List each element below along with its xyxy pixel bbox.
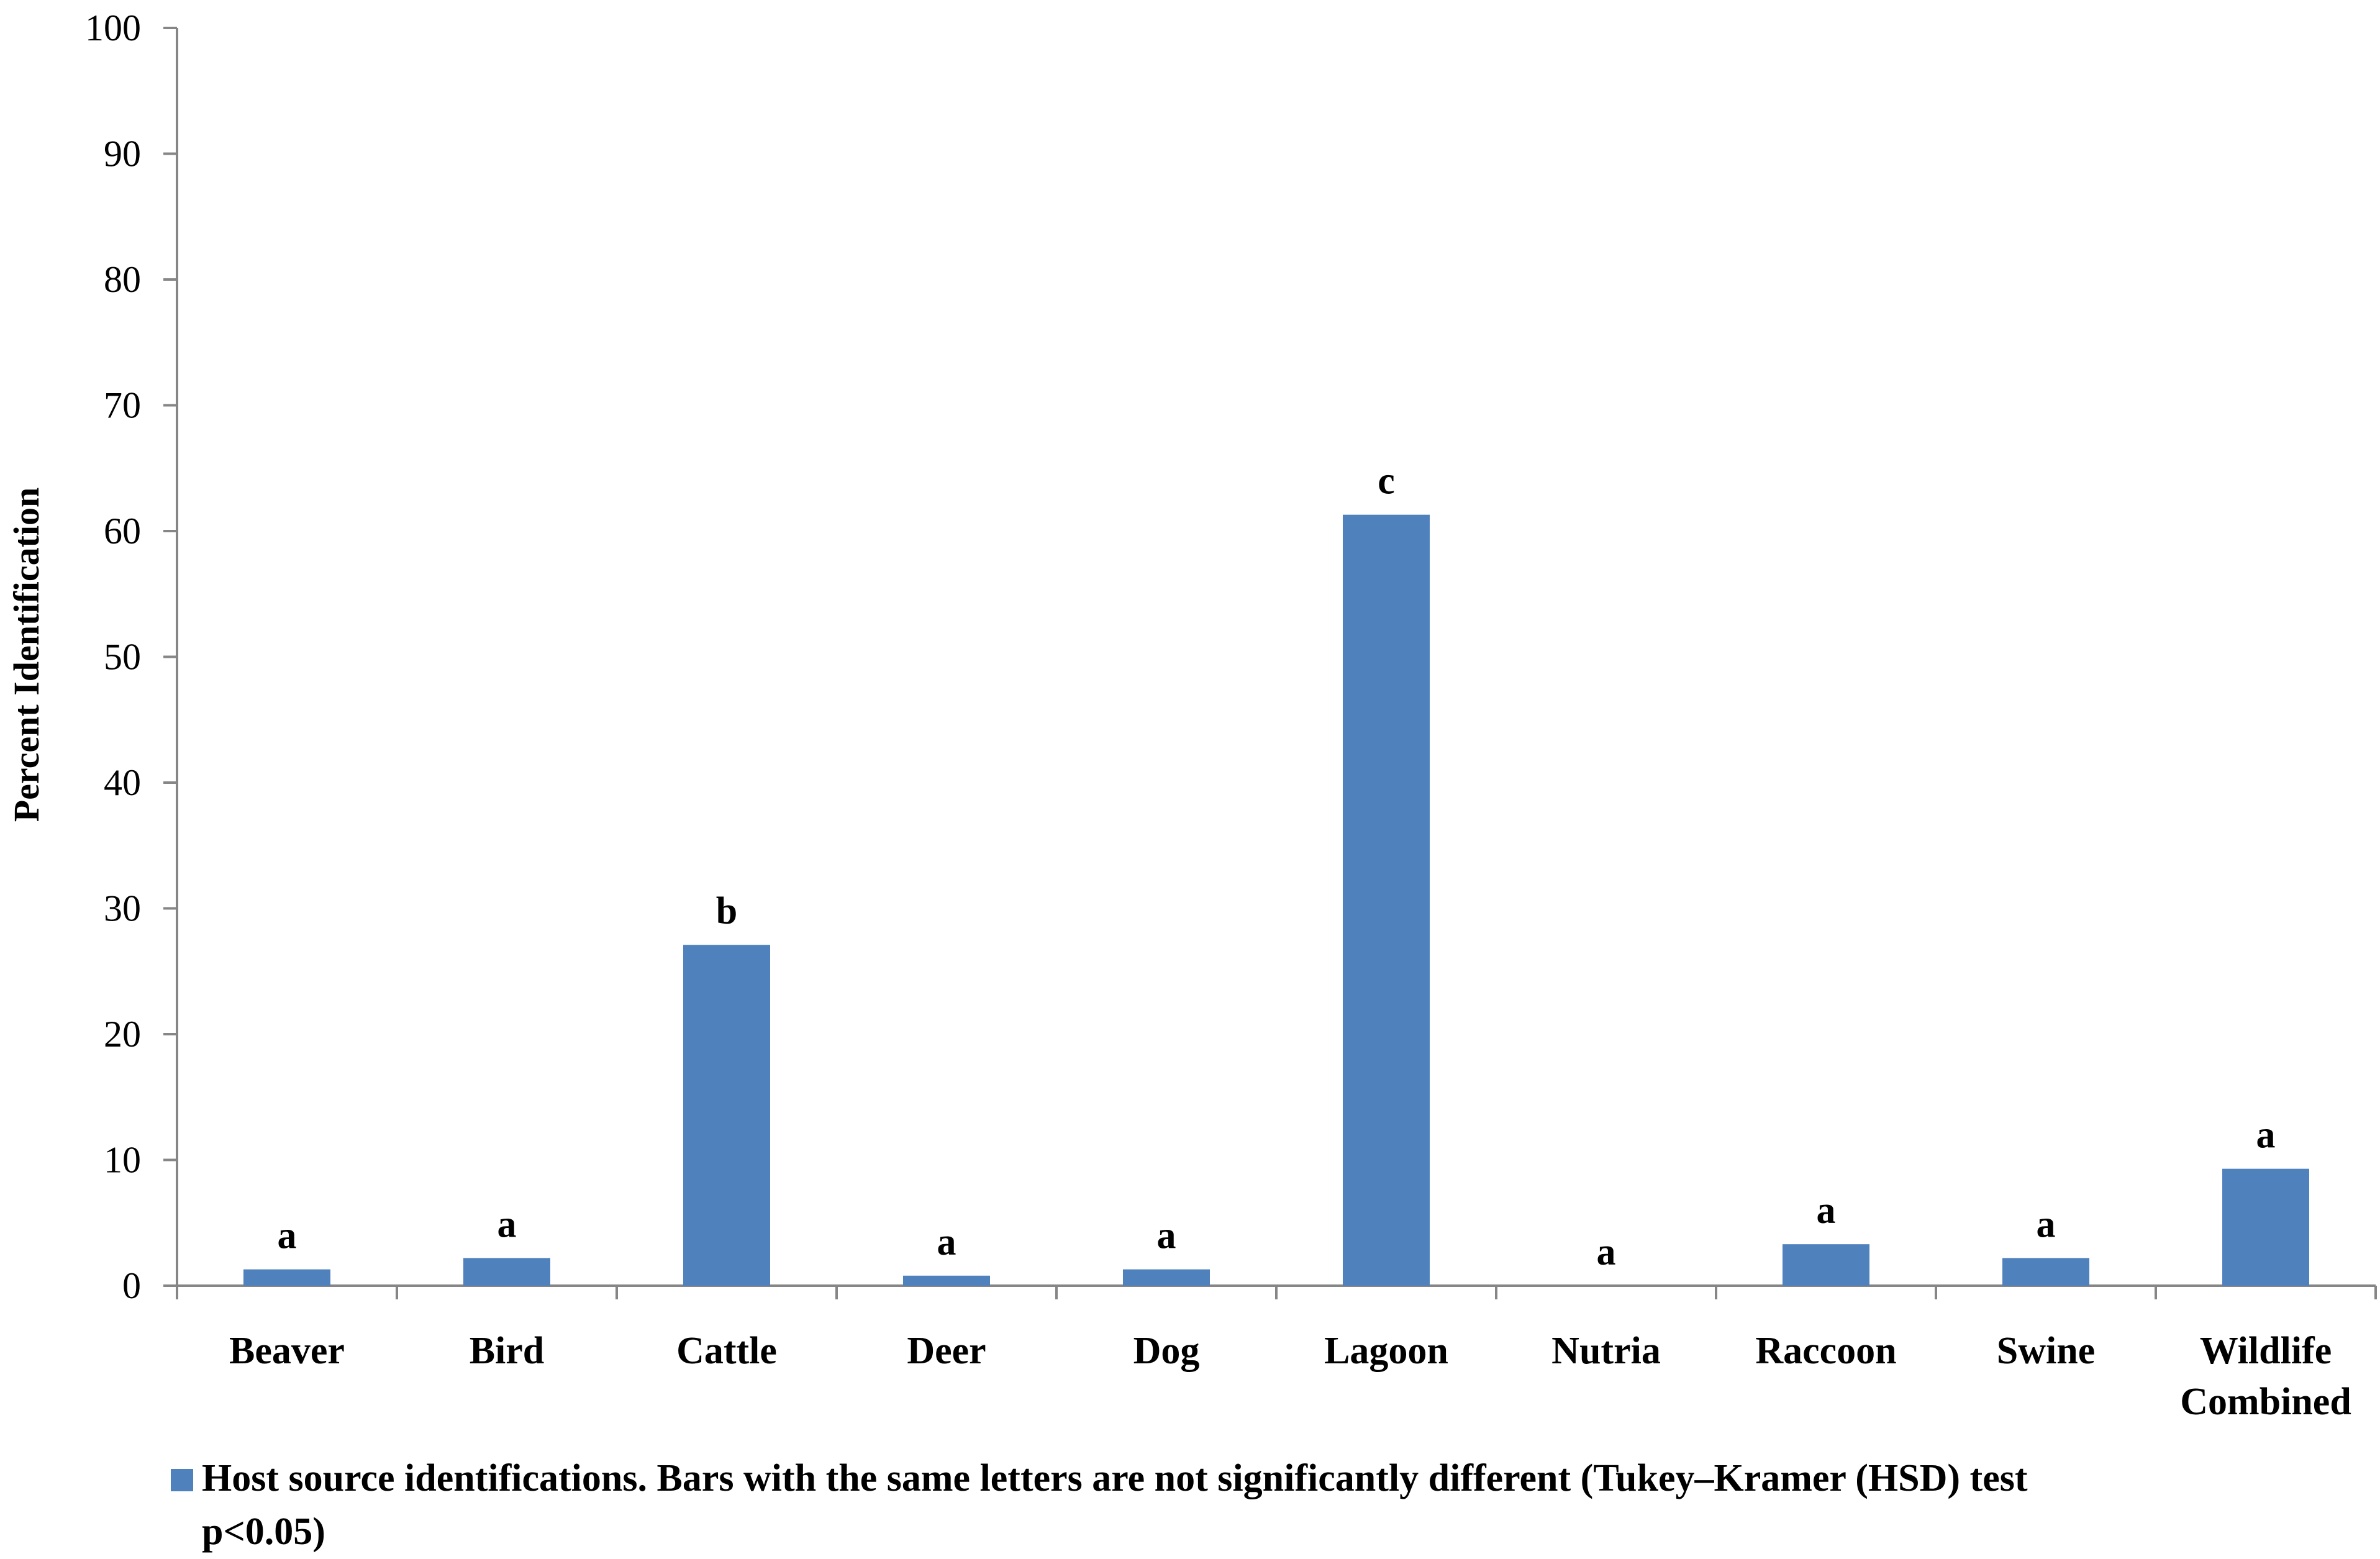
y-tick-label: 50: [104, 637, 141, 678]
y-tick-label: 0: [122, 1265, 141, 1306]
y-tick-label: 100: [85, 7, 141, 48]
bar: [1123, 1269, 1210, 1286]
significance-letter: a: [1597, 1231, 1616, 1273]
y-tick-label: 80: [104, 259, 141, 300]
significance-letter: b: [716, 890, 737, 932]
y-axis-title: Percent Identification: [6, 488, 47, 822]
bar: [1343, 514, 1430, 1286]
x-tick-label: Raccoon: [1755, 1330, 1896, 1372]
y-tick-label: 30: [104, 888, 141, 929]
bar: [903, 1275, 990, 1286]
x-tick-label: Wildlife Combined: [2180, 1330, 2351, 1423]
bar: [683, 945, 770, 1286]
x-tick-label: Cattle: [676, 1330, 777, 1372]
y-tick-label: 60: [104, 511, 141, 552]
significance-letter: a: [1817, 1189, 1836, 1232]
x-tick-label: Swine: [1997, 1330, 2095, 1372]
y-tick-label: 20: [104, 1014, 141, 1055]
bar: [2222, 1168, 2309, 1286]
legend-swatch: [171, 1469, 193, 1491]
bars: [243, 514, 2309, 1286]
significance-letter: a: [497, 1203, 517, 1245]
x-tick-label: Dog: [1133, 1330, 1200, 1372]
significance-letter: a: [937, 1221, 956, 1263]
legend: Host source identifications. Bars with t…: [171, 1457, 2028, 1553]
significance-letter: a: [278, 1215, 297, 1257]
bar: [463, 1258, 550, 1286]
x-tick-label: Beaver: [229, 1330, 345, 1372]
y-tick-label: 90: [104, 134, 141, 175]
x-tick-label: Deer: [907, 1330, 986, 1372]
x-tick-label: Nutria: [1551, 1330, 1661, 1372]
labels: a Beaver a Bird b Cattle a Deer a Dog c Lagoon a Nutr…: [229, 460, 2351, 1423]
axes: 0 10 20 30 40 50 60 70 80 90 100: [85, 7, 2377, 1306]
x-tick-label: Lagoon: [1324, 1330, 1448, 1372]
significance-letter: a: [1157, 1215, 1176, 1257]
bar: [1783, 1244, 1869, 1286]
bar: [243, 1269, 330, 1286]
y-tick-label: 70: [104, 385, 141, 426]
legend-label: Host source identifications. Bars with t…: [202, 1457, 2028, 1553]
bar: [2002, 1258, 2089, 1286]
significance-letter: a: [2037, 1203, 2056, 1245]
y-tick-label: 40: [104, 762, 141, 803]
y-tick-label: 10: [104, 1140, 141, 1181]
x-tick-label: Bird: [470, 1330, 545, 1372]
significance-letter: a: [2256, 1114, 2276, 1157]
significance-letter: c: [1378, 460, 1395, 502]
